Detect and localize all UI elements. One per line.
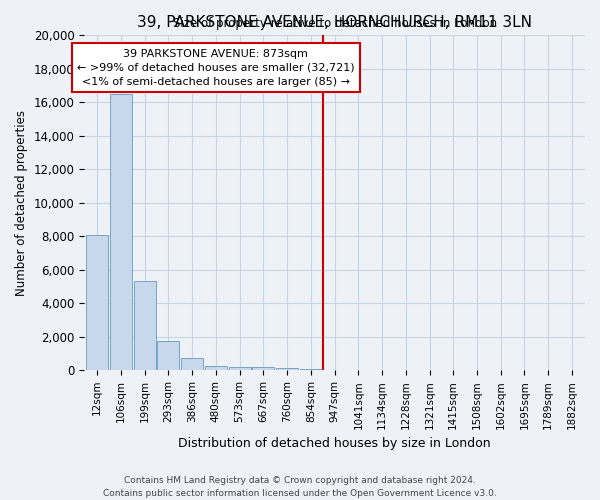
Bar	[300, 369, 322, 370]
Bar	[110, 94, 132, 370]
Y-axis label: Number of detached properties: Number of detached properties	[15, 110, 28, 296]
Text: Contains HM Land Registry data © Crown copyright and database right 2024.
Contai: Contains HM Land Registry data © Crown c…	[103, 476, 497, 498]
Bar	[276, 368, 298, 370]
Bar	[229, 367, 251, 370]
Title: 39, PARKSTONE AVENUE, HORNCHURCH, RM11 3LN: 39, PARKSTONE AVENUE, HORNCHURCH, RM11 3…	[137, 15, 532, 30]
Bar	[205, 366, 227, 370]
Bar	[157, 341, 179, 370]
Text: 39 PARKSTONE AVENUE: 873sqm  
← >99% of detached houses are smaller (32,721)
<1%: 39 PARKSTONE AVENUE: 873sqm ← >99% of de…	[77, 48, 355, 86]
Bar	[181, 358, 203, 370]
Text: Size of property relative to detached houses in London: Size of property relative to detached ho…	[173, 18, 497, 30]
Bar	[253, 367, 274, 370]
Bar	[134, 282, 155, 370]
Bar	[86, 234, 108, 370]
X-axis label: Distribution of detached houses by size in London: Distribution of detached houses by size …	[178, 437, 491, 450]
